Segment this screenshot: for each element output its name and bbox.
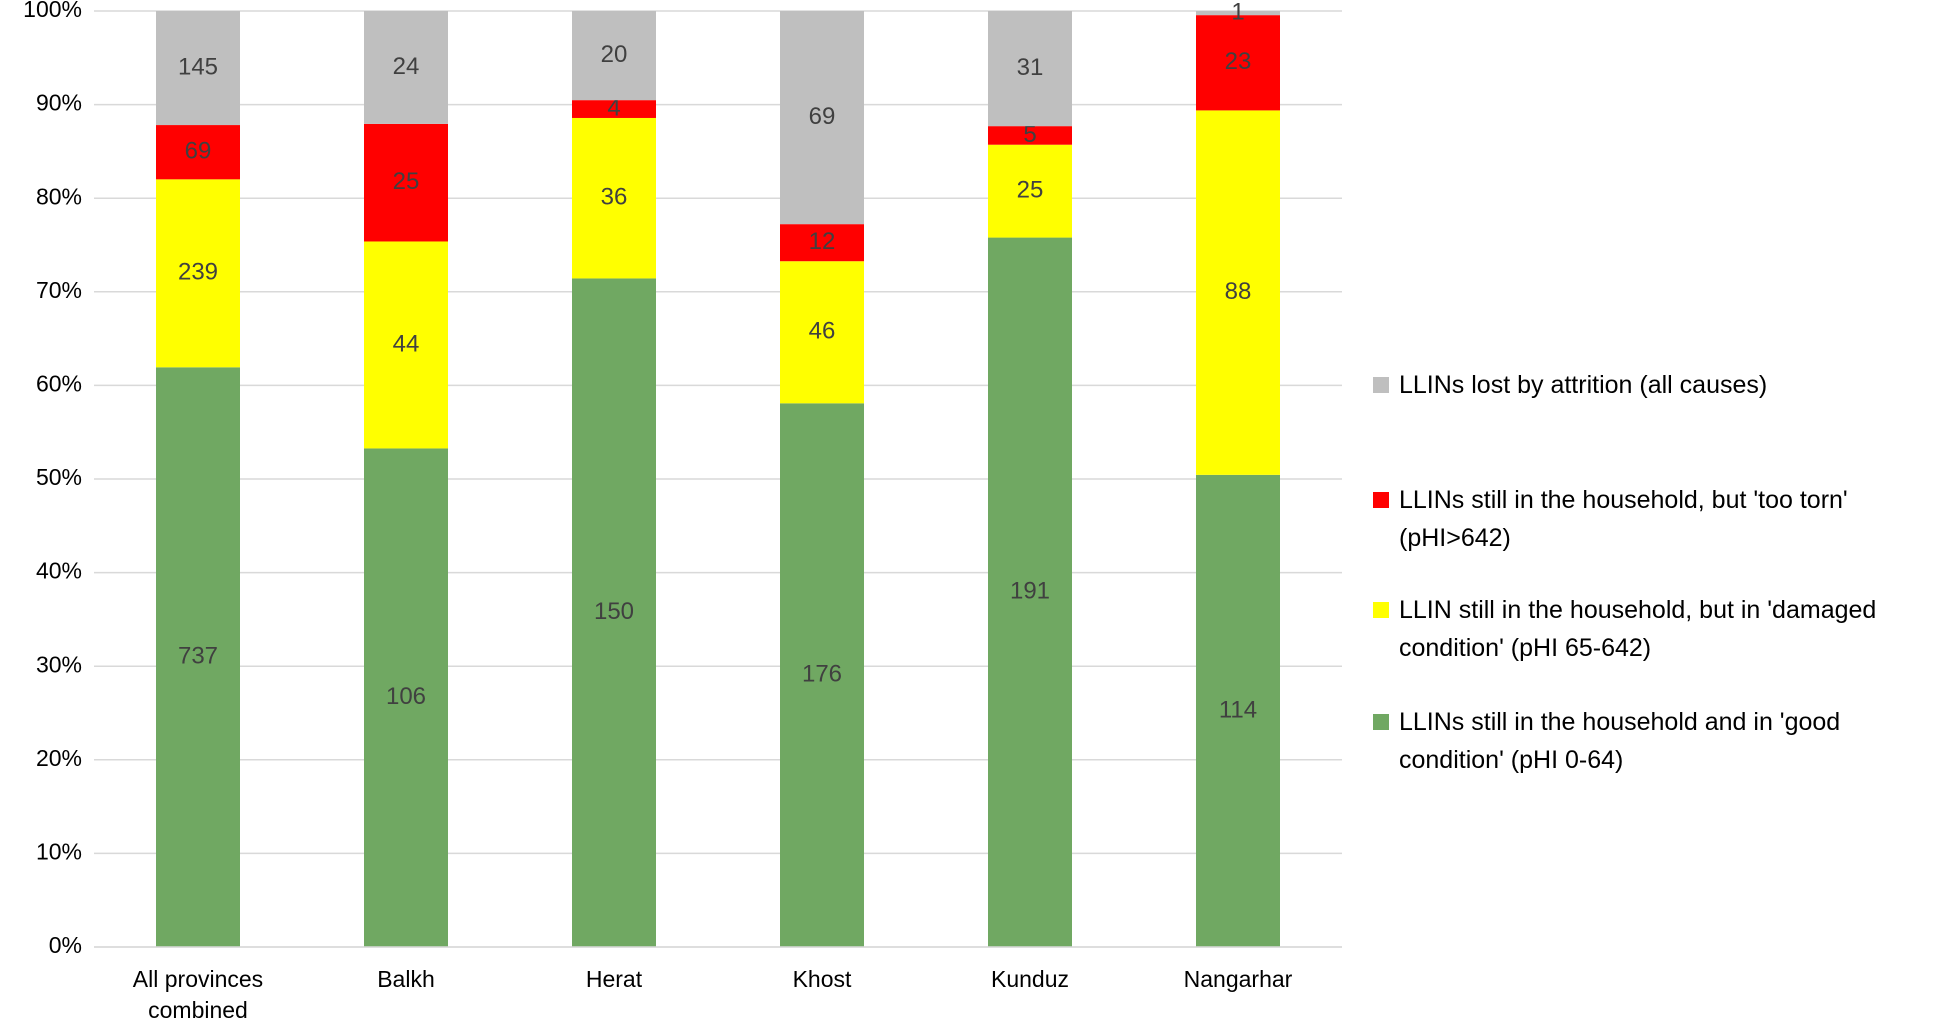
bar-segment (156, 367, 240, 948)
bar-segment (988, 126, 1072, 145)
data-label: 239 (178, 259, 218, 286)
data-label: 5 (1023, 121, 1036, 148)
x-tick-label: Kunduz (990, 966, 1069, 992)
bar-segment (780, 261, 864, 404)
bar-segment (1196, 11, 1280, 16)
data-label: 24 (393, 53, 420, 80)
bar-segment (156, 125, 240, 180)
legend-item: LLINs still in the household and in 'goo… (1373, 703, 1933, 779)
bar-segment (364, 241, 448, 449)
data-label: 145 (178, 53, 218, 80)
data-label: 69 (809, 103, 836, 130)
data-label: 150 (594, 598, 634, 625)
bar-segment (780, 403, 864, 947)
data-label: 106 (386, 683, 426, 710)
data-label: 176 (802, 661, 842, 688)
bar-segment (1196, 474, 1280, 947)
y-tick-label: 60% (36, 370, 82, 396)
x-tick-label: Balkh (377, 966, 435, 992)
data-label: 23 (1225, 48, 1252, 75)
data-label: 737 (178, 642, 218, 669)
bar-segment (988, 144, 1072, 238)
data-label: 44 (393, 330, 420, 357)
bar-segment (364, 11, 448, 124)
data-label: 114 (1219, 696, 1257, 723)
bar-segment (780, 11, 864, 225)
bar-segment (572, 278, 656, 947)
legend-item: LLINs still in the household, but 'too t… (1373, 481, 1933, 557)
data-label: 46 (809, 318, 836, 345)
data-label: 1 (1231, 0, 1244, 25)
legend-item: LLINs lost by attrition (all causes) (1373, 366, 1933, 404)
y-tick-label: 100% (23, 0, 82, 22)
bar-segment (1196, 110, 1280, 475)
bar-segment (988, 11, 1072, 127)
legend-label: LLINs lost by attrition (all causes) (1399, 371, 1768, 399)
legend-swatch (1373, 377, 1389, 393)
data-label: 88 (1225, 278, 1252, 305)
data-label: 12 (809, 228, 836, 255)
bar-segment (156, 11, 240, 126)
bar-segment (364, 123, 448, 242)
legend-label: LLINs still in the household, but 'too t… (1399, 486, 1848, 552)
data-label: 25 (1017, 176, 1044, 203)
x-tick-label: Khost (792, 966, 852, 992)
bar-segment (572, 11, 656, 101)
data-label: 25 (393, 168, 420, 195)
y-tick-label: 80% (36, 183, 82, 209)
bar-segment (988, 237, 1072, 948)
bar-segment (156, 179, 240, 368)
x-tick-label: Nangarhar (1183, 966, 1293, 992)
data-label: 69 (185, 138, 212, 165)
legend-swatch (1373, 602, 1389, 618)
bar-segment (780, 224, 864, 262)
legend-swatch (1373, 714, 1389, 730)
y-tick-label: 90% (36, 90, 82, 116)
bar-segment (1196, 15, 1280, 111)
data-label: 31 (1017, 54, 1044, 81)
bar-segment (572, 100, 656, 118)
bar-segment (572, 117, 656, 279)
data-label: 191 (1010, 578, 1050, 605)
data-label: 4 (607, 94, 620, 121)
bar-segment (364, 448, 448, 947)
y-tick-label: 20% (36, 745, 82, 771)
y-tick-label: 30% (36, 651, 82, 677)
data-label: 20 (601, 41, 628, 68)
legend-swatch (1373, 492, 1389, 508)
data-label: 36 (601, 184, 628, 211)
y-tick-label: 40% (36, 558, 82, 584)
y-tick-label: 50% (36, 464, 82, 490)
legend-item: LLIN still in the household, but in 'dam… (1373, 591, 1933, 667)
y-tick-label: 10% (36, 838, 82, 864)
x-tick-label: All provinces combined (132, 966, 264, 1023)
x-tick-label: Herat (585, 966, 643, 992)
y-tick-label: 0% (49, 932, 82, 958)
legend-label: LLIN still in the household, but in 'dam… (1399, 596, 1877, 662)
legend-label: LLINs still in the household and in 'goo… (1399, 708, 1841, 774)
y-tick-label: 70% (36, 277, 82, 303)
